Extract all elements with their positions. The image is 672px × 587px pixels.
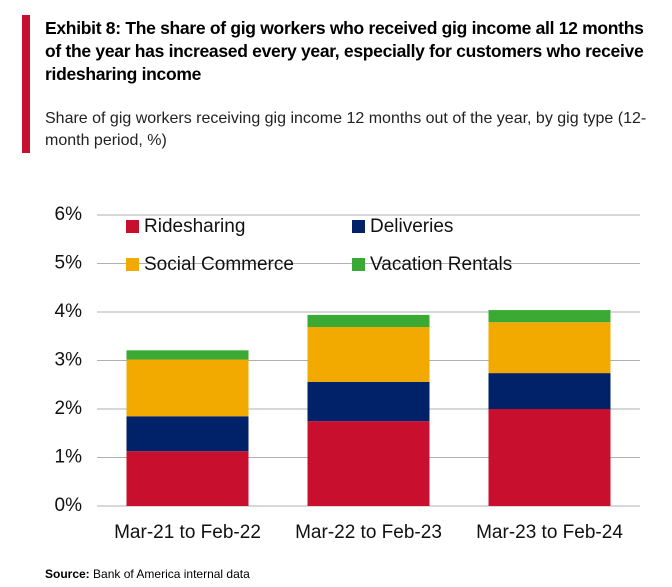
legend-swatch <box>352 220 365 233</box>
bar-segment <box>126 451 249 506</box>
bar-segment <box>126 416 249 452</box>
y-tick-label: 3% <box>55 350 83 371</box>
legend-label: Social Commerce <box>144 254 294 275</box>
source: Source: Bank of America internal data <box>45 567 250 581</box>
legend-swatch <box>126 258 139 271</box>
y-tick-label: 6% <box>55 204 83 225</box>
bar-segment <box>488 373 611 409</box>
bar-segment <box>488 322 611 374</box>
source-text: Bank of America internal data <box>93 567 250 581</box>
legend-swatch <box>126 220 139 233</box>
x-tick-label: Mar-21 to Feb-22 <box>114 522 261 543</box>
bar-segment <box>126 350 249 360</box>
legend-label: Ridesharing <box>144 216 245 237</box>
bar-segment <box>126 359 249 417</box>
bar-segment <box>488 310 611 323</box>
x-tick-label: Mar-22 to Feb-23 <box>295 522 442 543</box>
chart-title: Exhibit 8: The share of gig workers who … <box>45 18 644 84</box>
y-tick-label: 0% <box>55 495 83 516</box>
legend-label: Vacation Rentals <box>370 254 512 275</box>
y-tick-label: 4% <box>55 301 83 322</box>
y-tick-label: 1% <box>55 447 83 468</box>
bar-segment <box>307 381 430 422</box>
bar-segment <box>488 409 611 506</box>
accent-bar <box>22 15 30 153</box>
x-tick-label: Mar-23 to Feb-24 <box>476 522 623 543</box>
y-tick-label: 2% <box>55 398 83 419</box>
y-tick-label: 5% <box>55 253 83 274</box>
bar-segment <box>307 327 430 382</box>
chart-subtitle: Share of gig workers receiving gig incom… <box>45 110 647 149</box>
source-label: Source: <box>45 567 90 581</box>
bar-segment <box>307 421 430 506</box>
bar-segment <box>307 314 430 328</box>
legend-swatch <box>352 258 365 271</box>
legend-label: Deliveries <box>370 216 453 237</box>
